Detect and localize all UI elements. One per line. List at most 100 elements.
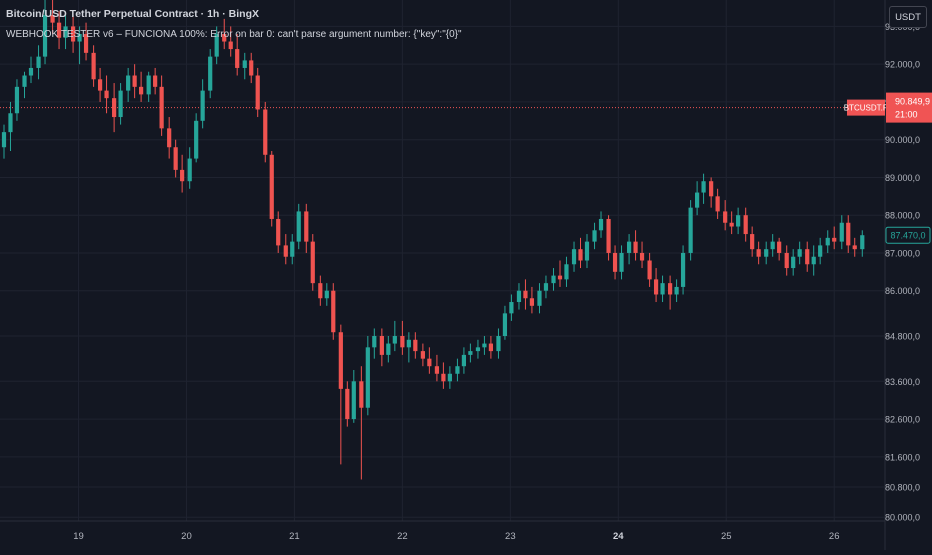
candle-down	[304, 211, 309, 242]
candle-up	[386, 343, 391, 355]
candle-down	[784, 252, 789, 269]
candle-down	[852, 245, 857, 250]
candle-up	[42, 15, 48, 57]
candle-up	[626, 241, 632, 253]
candle-up	[797, 249, 802, 257]
candle-down	[255, 75, 260, 110]
candle-up	[818, 245, 823, 257]
candle-up	[194, 120, 199, 159]
candle-down	[413, 339, 418, 352]
candle-down	[276, 218, 281, 246]
candle-down	[805, 249, 810, 265]
candle-down	[606, 218, 611, 253]
candle-up	[598, 218, 604, 231]
candle-down	[228, 41, 233, 50]
candle-down	[249, 60, 254, 76]
y-tick-label: 80.000,0	[885, 513, 920, 523]
candle-down	[91, 52, 96, 80]
candle-up	[619, 252, 624, 272]
candle-down	[345, 388, 350, 420]
y-tick-label: 82.600,0	[885, 415, 920, 425]
candle-up	[660, 283, 665, 295]
y-tick-label: 89.000,0	[885, 173, 920, 183]
x-tick-label: 26	[829, 531, 840, 542]
candle-up	[537, 290, 542, 306]
candle-up	[551, 275, 556, 284]
candle-down	[647, 260, 652, 280]
candle-up	[36, 56, 41, 68]
candle-up	[496, 336, 501, 352]
candle-down	[743, 215, 748, 235]
candle-up	[22, 75, 27, 87]
candle-up	[482, 343, 487, 348]
candle-down	[222, 33, 227, 42]
y-tick-label: 80.800,0	[885, 483, 920, 493]
candle-up	[695, 192, 700, 208]
candle-up	[290, 241, 295, 257]
candle-up	[214, 33, 219, 57]
candle-down	[427, 358, 432, 367]
candle-down	[283, 245, 288, 257]
candle-down	[310, 241, 315, 284]
candle-down	[104, 90, 109, 99]
candle-up	[860, 235, 865, 250]
candle-down	[612, 252, 618, 272]
candle-up	[839, 222, 844, 242]
candle-up	[406, 339, 411, 348]
candle-up	[118, 90, 123, 118]
candle-down	[132, 75, 137, 87]
candle-up	[764, 249, 769, 257]
candle-up	[475, 347, 481, 352]
candle-down	[715, 196, 720, 212]
candle-up	[365, 347, 370, 408]
candle-up	[825, 237, 830, 246]
candle-up	[592, 230, 597, 242]
candle-up	[8, 113, 13, 133]
candle-down	[434, 366, 440, 374]
last-price-label: 87.470,0	[890, 231, 925, 241]
candle-down	[269, 154, 274, 219]
candle-up	[296, 211, 301, 242]
candle-down	[777, 241, 782, 253]
candle-down	[729, 222, 734, 227]
currency-button[interactable]: USDT	[889, 6, 927, 28]
candle-down	[529, 298, 535, 306]
symbol-label: BTCUSDT.P	[844, 104, 888, 113]
y-tick-label: 86.000,0	[885, 286, 920, 296]
candle-down	[153, 75, 158, 87]
last-price-badge	[885, 226, 931, 244]
candle-down	[359, 381, 364, 408]
reference-price-label: 90.849,9	[895, 97, 930, 107]
candle-down	[379, 336, 384, 355]
candle-down	[97, 79, 103, 91]
candle-down	[750, 234, 755, 250]
candle-down	[653, 279, 659, 295]
x-tick-label: 24	[613, 531, 624, 542]
indicator-error-message: WEBHOOK TESTER v6 – FUNCIONA 100%: Error…	[6, 29, 462, 40]
candle-up	[680, 252, 686, 287]
candle-up	[63, 26, 68, 38]
candle-up	[14, 86, 20, 114]
candle-up	[516, 290, 522, 303]
candle-down	[488, 343, 494, 352]
candle-down	[846, 222, 851, 246]
candle-down	[441, 373, 446, 382]
x-tick-label: 25	[721, 531, 732, 542]
candle-up	[392, 336, 397, 344]
x-tick-label: 21	[289, 531, 300, 542]
candle-up	[447, 373, 452, 382]
candle-down	[557, 275, 563, 280]
candle-down	[56, 22, 62, 38]
x-tick-label: 19	[73, 531, 84, 542]
candle-down	[83, 33, 89, 53]
candle-up	[509, 302, 514, 314]
candle-down	[263, 109, 268, 155]
candle-down	[70, 26, 76, 42]
candle-down	[338, 332, 343, 389]
candle-up	[701, 181, 706, 193]
candle-down	[832, 237, 837, 242]
candle-up	[688, 207, 693, 253]
